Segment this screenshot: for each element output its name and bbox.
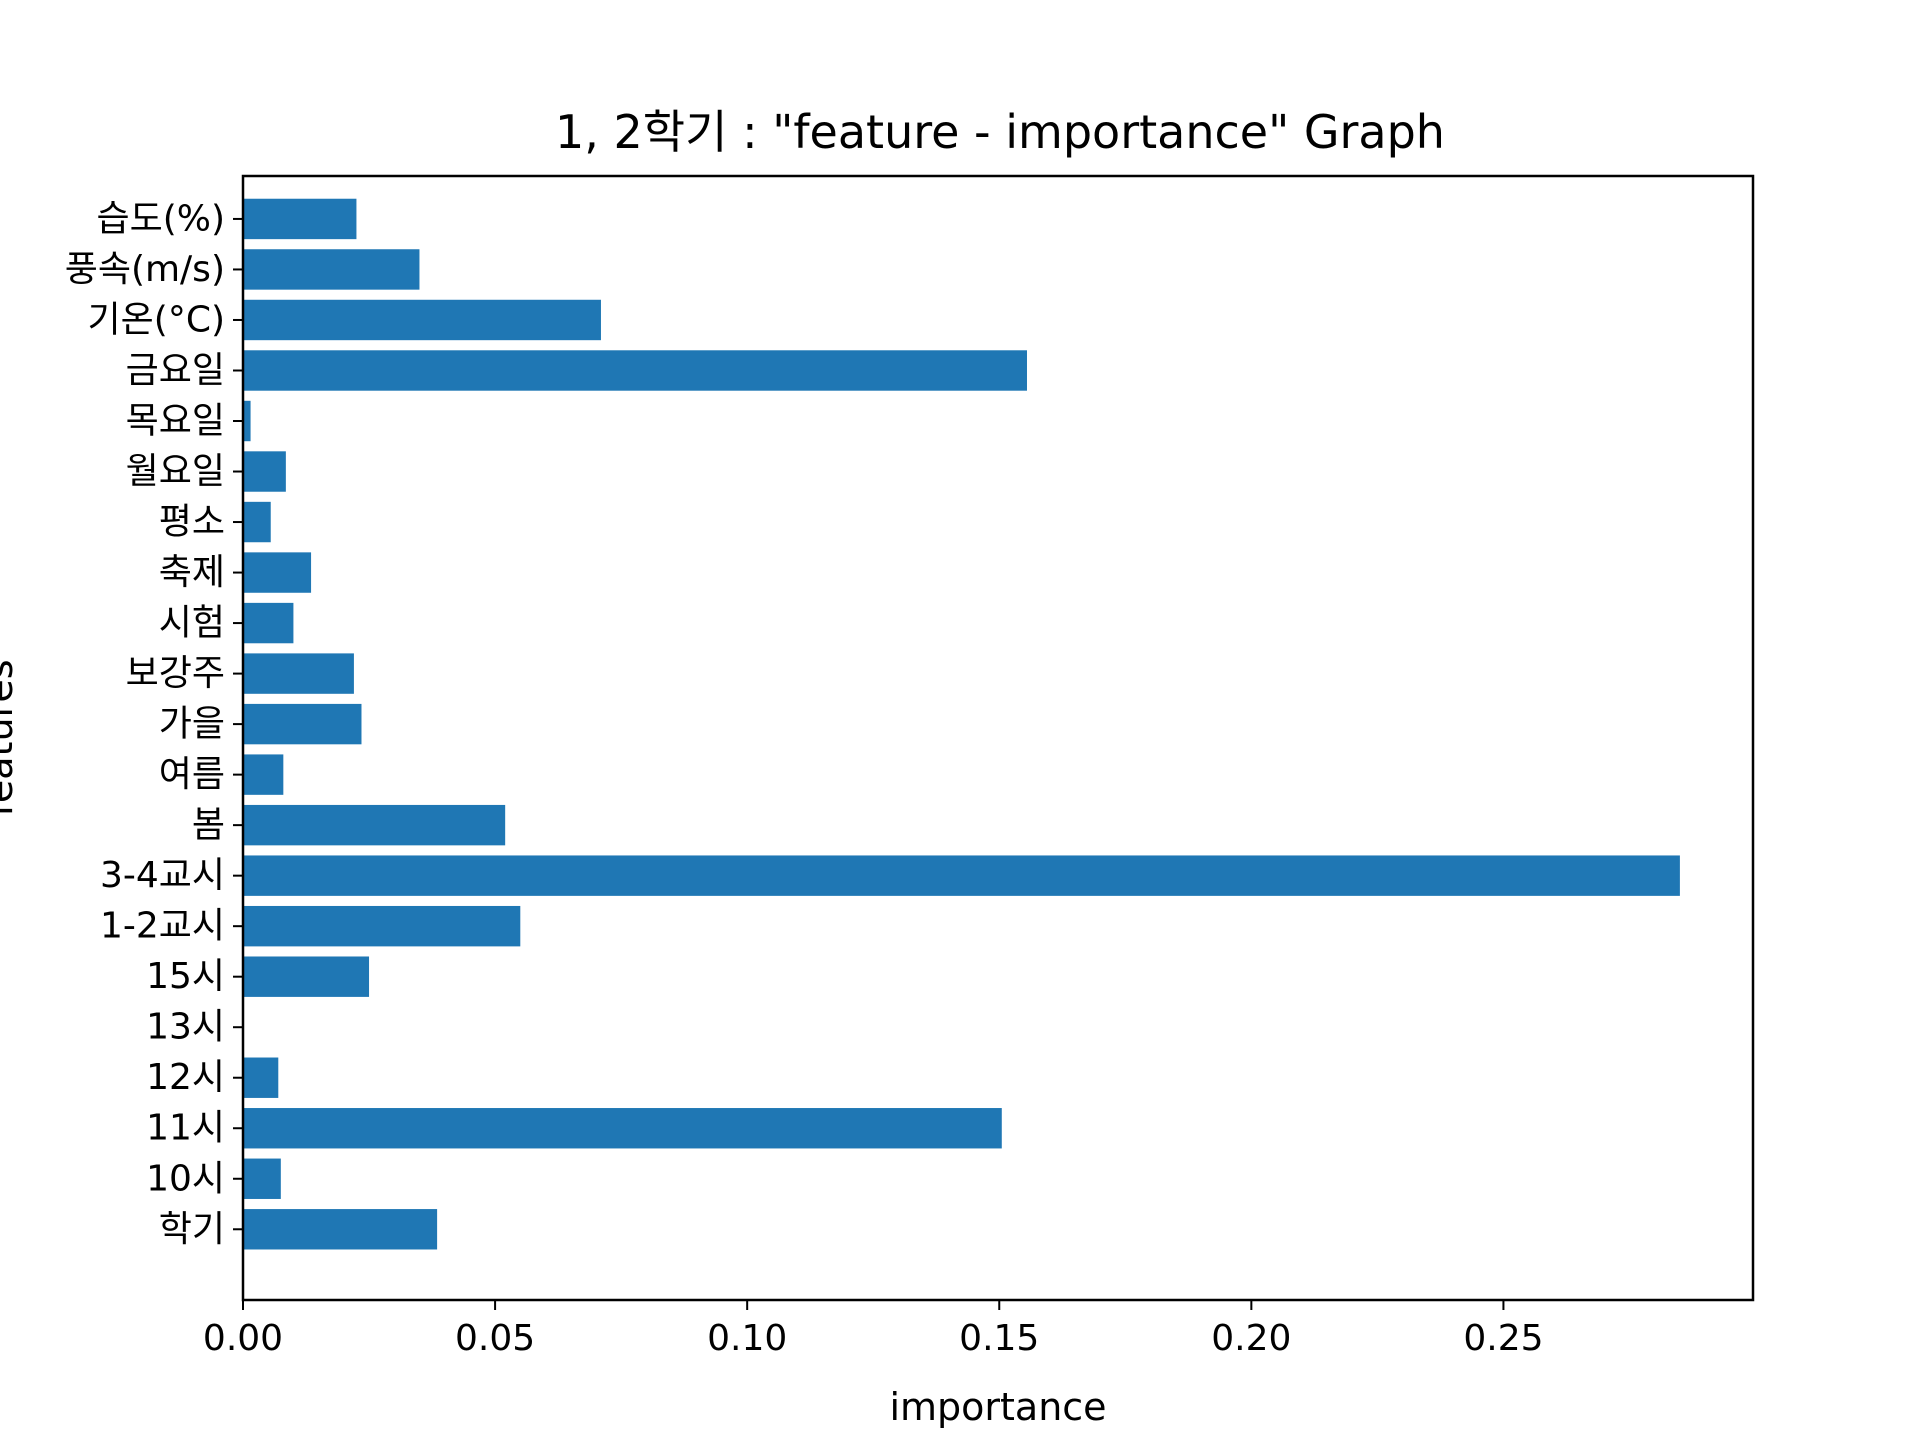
- bar-7: [243, 855, 1680, 896]
- y-tick-label-6: 1-2교시: [100, 906, 225, 947]
- bar-9: [243, 754, 284, 795]
- bar-17: [243, 350, 1027, 391]
- y-tick-label-20: 습도(%): [96, 198, 225, 239]
- y-tick-label-1: 10시: [146, 1158, 225, 1199]
- x-tick-label-0: 0.00: [203, 1318, 283, 1359]
- bar-0: [243, 1209, 438, 1250]
- y-tick-label-0: 학기: [159, 1209, 225, 1250]
- y-tick-label-13: 축제: [159, 552, 225, 593]
- plot-frame: [241, 174, 1755, 1302]
- bar-13: [243, 552, 312, 593]
- y-tick-label-17: 금요일: [126, 350, 225, 391]
- y-tick-label-15: 월요일: [126, 451, 225, 492]
- y-tick-label-18: 기온(°C): [88, 299, 225, 340]
- y-tick-label-12: 시험: [159, 603, 225, 644]
- bar-6: [243, 905, 521, 947]
- y-tick-label-7: 3-4교시: [100, 855, 225, 896]
- bar-18: [243, 299, 601, 341]
- y-tick-label-14: 평소: [159, 502, 225, 543]
- bar-5: [243, 956, 370, 997]
- x-axis-ticks: 0.00 0.05 0.10 0.15 0.20 0.25: [203, 1300, 1544, 1359]
- bar-3: [243, 1057, 279, 1098]
- bar-15: [243, 451, 286, 492]
- y-tick-label-10: 가을: [159, 704, 225, 745]
- bar-20: [243, 198, 357, 240]
- bar-1: [243, 1158, 281, 1199]
- y-tick-label-3: 12시: [146, 1057, 225, 1098]
- y-tick-label-4: 13시: [146, 1007, 225, 1048]
- bar-10: [243, 703, 362, 745]
- y-tick-label-9: 여름: [159, 754, 225, 795]
- x-tick-label-1: 0.05: [455, 1318, 535, 1359]
- chart-title: 1, 2학기 : "feature - importance" Graph: [555, 105, 1445, 159]
- bar-11: [243, 653, 354, 694]
- y-tick-label-5: 15시: [146, 956, 225, 997]
- y-tick-label-11: 보강주: [126, 653, 225, 694]
- y-tick-label-16: 목요일: [126, 401, 225, 442]
- y-tick-label-2: 11시: [146, 1108, 225, 1149]
- bar-14: [243, 501, 271, 543]
- bar-16: [243, 400, 251, 442]
- bar-2: [243, 1108, 1002, 1149]
- y-tick-label-19: 풍속(m/s): [65, 249, 225, 290]
- bar-19: [243, 249, 420, 290]
- y-axis-ticks: 학기 10시 11시 12시 13시 15시 1-2교시 3-4교시 봄 여름 가을 보강주 시험 축제 평…: [65, 198, 243, 1250]
- x-tick-label-3: 0.15: [959, 1318, 1039, 1359]
- x-tick-label-5: 0.25: [1463, 1318, 1543, 1359]
- y-tick-label-8: 봄: [192, 805, 225, 846]
- x-tick-label-2: 0.10: [707, 1318, 787, 1359]
- bar-8: [243, 804, 506, 846]
- bars-group: [243, 198, 1680, 1250]
- bar-12: [243, 602, 294, 644]
- x-axis-label: importance: [889, 1385, 1106, 1429]
- y-axis-label: features: [0, 660, 21, 817]
- x-tick-label-4: 0.20: [1211, 1318, 1291, 1359]
